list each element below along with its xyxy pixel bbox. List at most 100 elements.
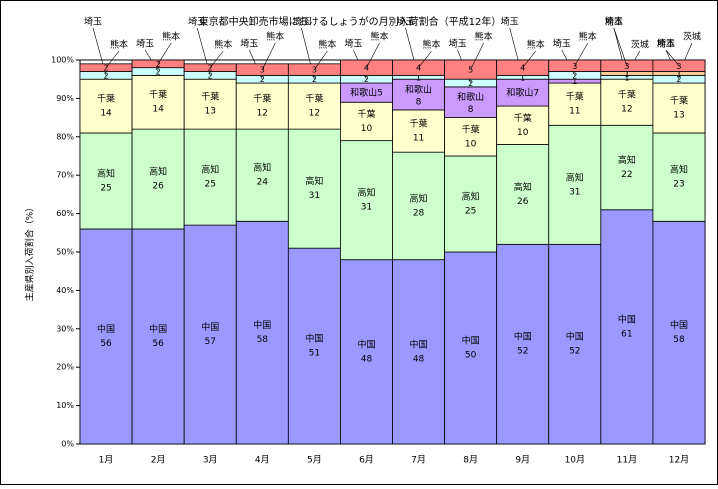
segment-name: 高知 (462, 191, 480, 203)
callout-label: 茨城 (631, 39, 649, 51)
segment-name: 和歌山 (457, 91, 484, 103)
data-label: 4 (416, 64, 421, 73)
segment-name: 千葉 (201, 91, 219, 103)
y-tick-label: 30% (56, 324, 74, 333)
chart-title: 東京都中央卸売市場におけるしょうがの月別入荷割合（平成12年） (199, 15, 502, 28)
callout-line (665, 49, 680, 66)
x-tick-label: 2月 (151, 455, 166, 466)
data-label: 1 (572, 77, 577, 86)
data-label: 25 (100, 183, 111, 193)
bar-segment (287, 82, 341, 130)
bar-segment (131, 228, 185, 445)
bar-segment (652, 220, 706, 445)
callout-label: 熊本 (657, 38, 675, 50)
data-label-value: 7 (533, 88, 539, 98)
data-label: 31 (569, 187, 580, 197)
bar-segment (548, 243, 602, 445)
data-label: 和歌山5 (350, 86, 383, 98)
segment-name: 千葉 (97, 93, 115, 105)
segment-name: 中国 (410, 338, 428, 350)
data-label: 10 (465, 139, 477, 149)
bar-segment (131, 128, 185, 230)
y-tick-label: 50% (56, 248, 74, 257)
bar-segment (131, 74, 185, 130)
callout-label: 熊本 (266, 31, 284, 43)
callout-line (522, 50, 536, 68)
callout-line (209, 50, 224, 68)
data-label: 2 (260, 75, 265, 84)
callout-label: 埼玉 (605, 16, 623, 28)
data-label: 3 (260, 66, 265, 75)
segment-name: 千葉 (670, 95, 688, 107)
data-label: 56 (152, 339, 164, 349)
segment-name: 高知 (149, 166, 167, 178)
segment-name: 中国 (618, 313, 636, 325)
data-label: 3 (572, 62, 577, 71)
data-label: 2 (156, 60, 161, 69)
data-label: 24 (257, 178, 269, 188)
segment-name: 高知 (514, 181, 532, 193)
bar-segment (235, 128, 289, 222)
segment-name: 和歌山 (506, 86, 533, 98)
bar-segment (652, 82, 706, 134)
data-label: 61 (621, 329, 632, 339)
segment-name: 千葉 (462, 123, 480, 135)
bar-segment (496, 105, 550, 145)
segment-name: 高知 (566, 171, 584, 183)
callout-label: 熊本 (527, 39, 545, 51)
data-label: 和歌山7 (506, 86, 539, 98)
bar-segment (340, 101, 393, 142)
bar-segment (183, 128, 237, 226)
data-label: 2 (572, 71, 577, 80)
callout-label: 熊本 (370, 31, 388, 43)
callout-line (418, 50, 432, 68)
bar-segment (79, 228, 133, 445)
data-label: 和歌山 8 (457, 91, 484, 115)
bar-segment (600, 78, 654, 126)
y-tick-label: 0% (61, 440, 74, 449)
bar-segment (392, 151, 445, 261)
data-label: 10 (517, 128, 529, 138)
data-label: 48 (361, 354, 373, 364)
callout-label: 熊本 (162, 31, 180, 43)
segment-name: 高知 (305, 175, 323, 187)
segment-name: 中国 (253, 319, 271, 331)
data-label: 2 (468, 79, 473, 88)
data-label: 2 (676, 75, 681, 84)
bar-segment (287, 128, 341, 249)
data-label-value: 8 (468, 105, 474, 115)
segment-name: 千葉 (618, 89, 636, 101)
data-label: 4 (364, 64, 369, 73)
bar-segment (444, 155, 498, 253)
segment-name: 高知 (357, 187, 375, 199)
callout-label: 埼玉 (188, 16, 206, 28)
data-label: 5 (468, 66, 473, 75)
bar-segment (235, 82, 289, 130)
data-label: 31 (361, 203, 372, 213)
segment-name: 千葉 (514, 112, 532, 124)
callout-label: 埼玉 (449, 38, 467, 50)
x-tick-label: 6月 (359, 455, 374, 466)
segment-name: 和歌山 (405, 83, 432, 95)
y-tick-label: 60% (56, 209, 74, 218)
data-label: 3 (676, 62, 681, 71)
data-label: 25 (465, 207, 476, 217)
callout-label: 熊本 (605, 16, 623, 28)
bar-segment (340, 259, 393, 445)
callout-label: 埼玉 (240, 38, 258, 50)
x-tick-label: 5月 (307, 455, 322, 466)
data-label: 11 (413, 134, 424, 144)
data-label: 13 (204, 107, 215, 117)
callout-label: 埼玉 (501, 16, 519, 28)
bar-segment (652, 59, 706, 72)
data-label: 31 (309, 191, 320, 201)
x-tick-label: 8月 (463, 455, 478, 466)
callout-label: 埼玉 (292, 16, 310, 28)
callout-line (366, 42, 380, 68)
data-label: 14 (152, 105, 164, 115)
segment-name: 千葉 (566, 91, 584, 103)
data-label-value: 8 (416, 97, 422, 107)
callout-label: 熊本 (423, 39, 441, 51)
data-label: 51 (309, 349, 320, 359)
data-label: 2 (312, 75, 317, 84)
